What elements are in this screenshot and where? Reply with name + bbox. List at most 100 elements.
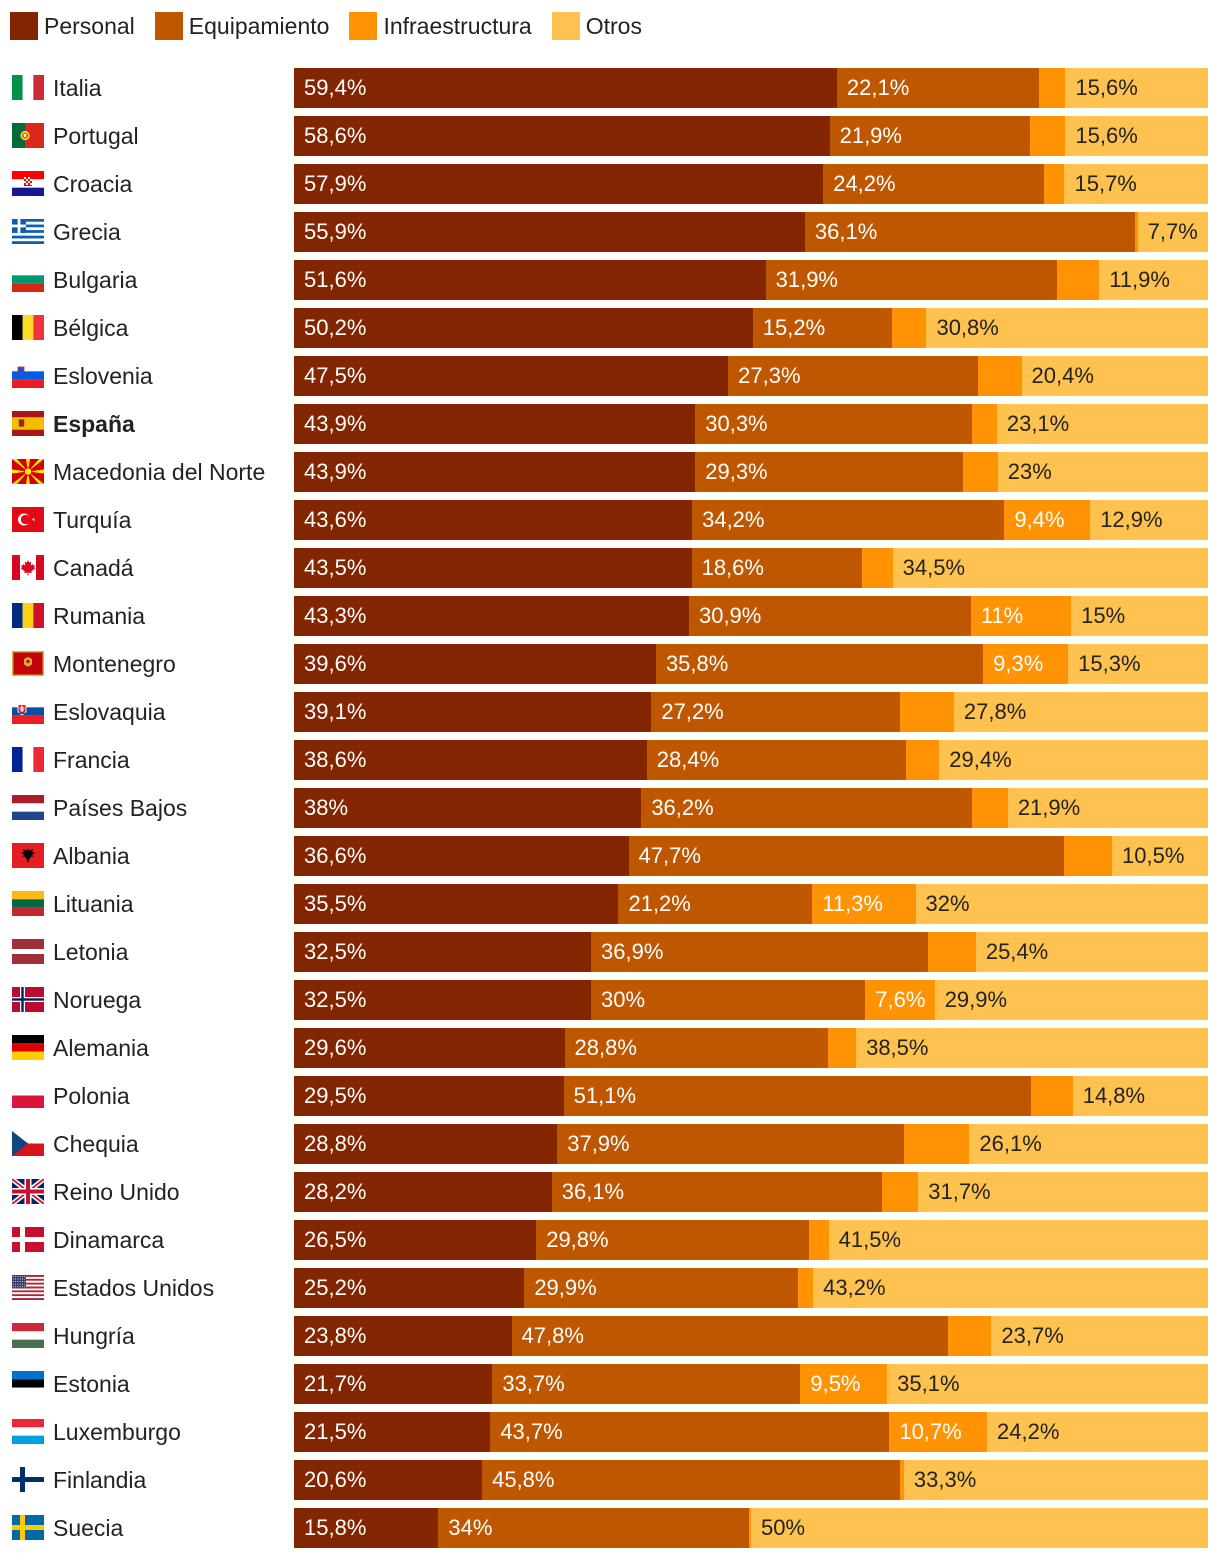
bar-segment-infraestructura[interactable]	[977, 356, 1022, 396]
bar-segment-equipamiento[interactable]: 36,2%	[641, 788, 973, 828]
bar-segment-personal[interactable]: 43,3%	[294, 596, 689, 636]
bar-segment-equipamiento[interactable]: 31,9%	[765, 260, 1058, 300]
bar-segment-infraestructura[interactable]: 10,7%	[889, 1412, 988, 1452]
bar-segment-otros[interactable]: 11,9%	[1099, 260, 1208, 300]
bar-segment-otros[interactable]: 7,7%	[1137, 212, 1208, 252]
bar-segment-otros[interactable]: 10,5%	[1112, 836, 1208, 876]
bar-segment-otros[interactable]: 15,6%	[1065, 68, 1208, 108]
bar-segment-infraestructura[interactable]: 9,3%	[983, 644, 1069, 684]
bar-segment-equipamiento[interactable]: 27,2%	[651, 692, 900, 732]
bar-segment-infraestructura[interactable]	[827, 1028, 857, 1068]
bar-segment-infraestructura[interactable]	[861, 548, 893, 588]
bar-segment-equipamiento[interactable]: 34,2%	[692, 500, 1005, 540]
bar-segment-personal[interactable]: 29,5%	[294, 1076, 564, 1116]
bar-segment-personal[interactable]: 32,5%	[294, 932, 592, 972]
bar-segment-infraestructura[interactable]: 9,5%	[800, 1364, 888, 1404]
bar-segment-otros[interactable]: 23,7%	[991, 1316, 1208, 1356]
bar-segment-personal[interactable]: 21,7%	[294, 1364, 493, 1404]
bar-segment-equipamiento[interactable]: 18,6%	[691, 548, 862, 588]
bar-segment-personal[interactable]: 43,9%	[294, 452, 696, 492]
bar-segment-infraestructura[interactable]	[903, 1124, 970, 1164]
bar-segment-equipamiento[interactable]: 30,9%	[688, 596, 971, 636]
bar-segment-personal[interactable]: 29,6%	[294, 1028, 565, 1068]
bar-segment-infraestructura[interactable]	[963, 452, 998, 492]
bar-segment-otros[interactable]: 50%	[750, 1508, 1208, 1548]
bar-segment-equipamiento[interactable]: 28,8%	[564, 1028, 828, 1068]
bar-segment-equipamiento[interactable]: 28,4%	[646, 740, 907, 780]
bar-segment-otros[interactable]: 27,8%	[953, 692, 1208, 732]
bar-segment-equipamiento[interactable]: 29,9%	[524, 1268, 798, 1308]
bar-segment-personal[interactable]: 38%	[294, 788, 642, 828]
bar-segment-otros[interactable]: 33,3%	[903, 1460, 1208, 1500]
bar-segment-personal[interactable]: 39,6%	[294, 644, 656, 684]
bar-segment-infraestructura[interactable]	[972, 788, 1008, 828]
bar-segment-personal[interactable]: 59,4%	[294, 68, 837, 108]
bar-segment-equipamiento[interactable]: 34%	[438, 1508, 750, 1548]
bar-segment-infraestructura[interactable]	[1044, 164, 1065, 204]
bar-segment-infraestructura[interactable]	[899, 692, 954, 732]
bar-segment-otros[interactable]: 15,3%	[1068, 644, 1208, 684]
bar-segment-infraestructura[interactable]	[808, 1220, 829, 1260]
bar-segment-personal[interactable]: 23,8%	[294, 1316, 512, 1356]
bar-segment-infraestructura[interactable]: 9,4%	[1004, 500, 1091, 540]
bar-segment-otros[interactable]: 24,2%	[987, 1412, 1208, 1452]
bar-segment-otros[interactable]: 38,5%	[856, 1028, 1208, 1068]
bar-segment-equipamiento[interactable]: 29,3%	[695, 452, 964, 492]
bar-segment-personal[interactable]: 25,2%	[294, 1268, 525, 1308]
bar-segment-otros[interactable]: 35,1%	[887, 1364, 1208, 1404]
bar-segment-equipamiento[interactable]: 24,2%	[823, 164, 1045, 204]
bar-segment-otros[interactable]: 21,9%	[1007, 788, 1208, 828]
bar-segment-personal[interactable]: 28,8%	[294, 1124, 558, 1164]
bar-segment-equipamiento[interactable]: 51,1%	[563, 1076, 1031, 1116]
bar-segment-otros[interactable]: 29,4%	[939, 740, 1208, 780]
bar-segment-otros[interactable]: 34,5%	[892, 548, 1208, 588]
bar-segment-personal[interactable]: 43,9%	[294, 404, 696, 444]
bar-segment-equipamiento[interactable]: 33,7%	[492, 1364, 801, 1404]
bar-segment-otros[interactable]: 20,4%	[1021, 356, 1208, 396]
bar-segment-infraestructura[interactable]: 7,6%	[865, 980, 935, 1020]
bar-segment-infraestructura[interactable]	[928, 932, 976, 972]
bar-segment-equipamiento[interactable]: 27,3%	[728, 356, 978, 396]
bar-segment-personal[interactable]: 55,9%	[294, 212, 805, 252]
bar-segment-infraestructura[interactable]	[1030, 1076, 1073, 1116]
bar-segment-personal[interactable]: 21,5%	[294, 1412, 491, 1452]
legend-item-otros[interactable]: Otros	[551, 12, 642, 40]
bar-segment-personal[interactable]: 32,5%	[294, 980, 592, 1020]
bar-segment-equipamiento[interactable]: 37,9%	[557, 1124, 904, 1164]
bar-segment-infraestructura[interactable]	[891, 308, 927, 348]
legend-item-infraestructura[interactable]: Infraestructura	[349, 12, 532, 40]
bar-segment-infraestructura[interactable]	[972, 404, 997, 444]
bar-segment-otros[interactable]: 12,9%	[1090, 500, 1208, 540]
bar-segment-personal[interactable]: 35,5%	[294, 884, 619, 924]
bar-segment-equipamiento[interactable]: 36,9%	[591, 932, 929, 972]
bar-segment-otros[interactable]: 26,1%	[969, 1124, 1208, 1164]
bar-segment-infraestructura[interactable]	[749, 1508, 751, 1548]
bar-segment-otros[interactable]: 15%	[1071, 596, 1208, 636]
bar-segment-otros[interactable]: 41,5%	[828, 1220, 1208, 1260]
bar-segment-equipamiento[interactable]: 30,3%	[695, 404, 973, 444]
bar-segment-personal[interactable]: 28,2%	[294, 1172, 552, 1212]
bar-segment-equipamiento[interactable]: 35,8%	[655, 644, 984, 684]
bar-segment-equipamiento[interactable]: 21,2%	[618, 884, 813, 924]
bar-segment-equipamiento[interactable]: 47,8%	[511, 1316, 949, 1356]
bar-segment-personal[interactable]: 15,8%	[294, 1508, 439, 1548]
legend-item-equipamiento[interactable]: Equipamiento	[154, 12, 329, 40]
bar-segment-equipamiento[interactable]: 21,9%	[829, 116, 1030, 156]
bar-segment-personal[interactable]: 36,6%	[294, 836, 629, 876]
bar-segment-infraestructura[interactable]	[1038, 68, 1066, 108]
bar-segment-otros[interactable]: 32%	[915, 884, 1208, 924]
bar-segment-infraestructura[interactable]	[1064, 836, 1112, 876]
bar-segment-infraestructura[interactable]	[906, 740, 940, 780]
bar-segment-equipamiento[interactable]: 30%	[591, 980, 866, 1020]
bar-segment-equipamiento[interactable]: 29,8%	[536, 1220, 809, 1260]
bar-segment-otros[interactable]: 15,7%	[1064, 164, 1208, 204]
bar-segment-otros[interactable]: 23,1%	[996, 404, 1208, 444]
bar-segment-otros[interactable]: 14,8%	[1072, 1076, 1208, 1116]
bar-segment-personal[interactable]: 20,6%	[294, 1460, 483, 1500]
bar-segment-personal[interactable]: 38,6%	[294, 740, 647, 780]
bar-segment-equipamiento[interactable]: 15,2%	[752, 308, 892, 348]
bar-segment-otros[interactable]: 30,8%	[926, 308, 1208, 348]
bar-segment-infraestructura[interactable]	[1029, 116, 1066, 156]
bar-segment-otros[interactable]: 23%	[997, 452, 1208, 492]
bar-segment-equipamiento[interactable]: 36,1%	[551, 1172, 882, 1212]
